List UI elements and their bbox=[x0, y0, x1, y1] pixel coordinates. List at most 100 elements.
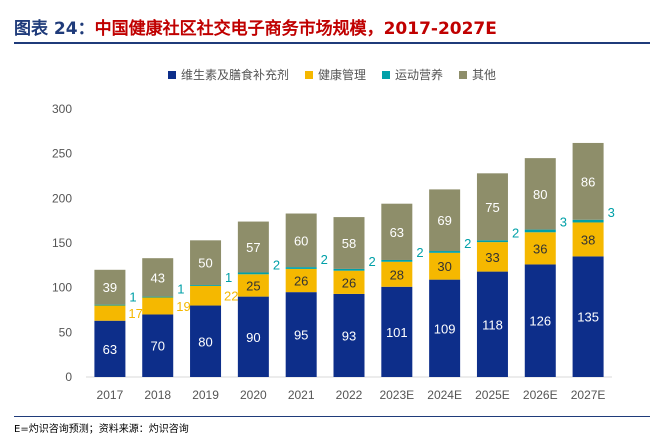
data-label: 69 bbox=[437, 213, 451, 228]
bar-segment bbox=[142, 314, 174, 377]
data-label: 39 bbox=[103, 280, 117, 295]
bar-segment bbox=[476, 271, 508, 377]
bar-segment bbox=[524, 232, 556, 265]
data-label: 63 bbox=[390, 225, 404, 240]
data-label: 86 bbox=[581, 174, 595, 189]
y-tick-label: 50 bbox=[59, 325, 73, 339]
bar-segment bbox=[285, 268, 317, 293]
bar-segment bbox=[429, 279, 461, 377]
y-tick-label: 100 bbox=[52, 281, 72, 295]
data-label: 3 bbox=[608, 205, 615, 220]
x-tick-label: 2026E bbox=[523, 388, 558, 402]
bar-segment bbox=[333, 293, 365, 377]
data-label: 1 bbox=[177, 282, 184, 297]
x-tick-label: 2023E bbox=[379, 388, 414, 402]
bar-segment bbox=[429, 251, 461, 253]
data-label: 25 bbox=[246, 278, 260, 293]
footer-rule bbox=[14, 416, 650, 417]
data-label: 1 bbox=[129, 290, 136, 305]
y-tick-label: 0 bbox=[65, 370, 72, 384]
bar-segment bbox=[285, 213, 317, 268]
title-rule bbox=[14, 42, 650, 44]
bar-segment bbox=[524, 229, 556, 233]
data-label: 60 bbox=[294, 233, 308, 248]
data-label: 3 bbox=[560, 215, 567, 230]
legend-label: 维生素及膳食补充剂 bbox=[180, 68, 289, 82]
legend-label: 健康管理 bbox=[317, 68, 366, 82]
legend-swatch bbox=[304, 70, 313, 79]
data-label: 30 bbox=[437, 259, 451, 274]
bar-segment bbox=[190, 284, 222, 286]
legend-item-0: 维生素及膳食补充剂 bbox=[167, 66, 289, 83]
data-label: 36 bbox=[533, 241, 547, 256]
bar-segment bbox=[333, 270, 365, 294]
bar-segment bbox=[237, 221, 269, 273]
data-label: 2 bbox=[321, 252, 328, 267]
data-label: 38 bbox=[581, 232, 595, 247]
data-label: 2 bbox=[369, 254, 376, 269]
y-tick-label: 300 bbox=[52, 102, 72, 116]
legend-label: 运动营养 bbox=[395, 68, 444, 82]
bar-segment bbox=[237, 272, 269, 275]
bar-segment bbox=[381, 286, 413, 377]
legend-swatch bbox=[382, 70, 390, 79]
data-label: 33 bbox=[485, 250, 499, 265]
bar-segment bbox=[476, 173, 508, 241]
data-label: 22 bbox=[224, 289, 238, 304]
x-tick-label: 2021 bbox=[288, 388, 315, 402]
data-label: 126 bbox=[529, 314, 551, 329]
bar-segment bbox=[381, 259, 413, 262]
bar-segment bbox=[381, 203, 413, 260]
data-label: 93 bbox=[342, 328, 356, 343]
bar-segment bbox=[524, 264, 556, 377]
bar-segment bbox=[429, 252, 461, 280]
bar-segment bbox=[572, 219, 604, 223]
y-tick-label: 250 bbox=[52, 147, 72, 161]
data-label: 43 bbox=[150, 270, 164, 285]
legend-swatch bbox=[459, 70, 468, 79]
data-label: 70 bbox=[150, 339, 164, 354]
data-label: 75 bbox=[485, 200, 499, 215]
data-label: 1 bbox=[225, 270, 232, 285]
x-tick-label: 2025E bbox=[475, 388, 510, 402]
data-label: 95 bbox=[294, 328, 308, 343]
legend-label: 其他 bbox=[472, 68, 497, 82]
x-tick-label: 2024E bbox=[427, 388, 462, 402]
bar-segment bbox=[572, 256, 604, 377]
data-label: 26 bbox=[342, 275, 356, 290]
bar-segment bbox=[333, 217, 365, 269]
legend-item-3: 其他 bbox=[459, 66, 496, 83]
data-label: 17 bbox=[128, 306, 142, 321]
data-label: 50 bbox=[198, 256, 212, 271]
bar-segment bbox=[237, 274, 269, 297]
bar-segment bbox=[190, 305, 222, 377]
x-tick-label: 2018 bbox=[144, 388, 171, 402]
bar-segment bbox=[94, 304, 126, 306]
data-label: 57 bbox=[246, 240, 260, 255]
legend-item-2: 运动营养 bbox=[382, 66, 443, 83]
x-tick-label: 2017 bbox=[97, 388, 124, 402]
bar-segment bbox=[429, 189, 461, 252]
data-label: 2 bbox=[464, 236, 471, 251]
legend-swatch bbox=[167, 70, 176, 79]
data-label: 26 bbox=[294, 274, 308, 289]
data-label: 2 bbox=[273, 257, 280, 272]
data-label: 80 bbox=[533, 187, 547, 202]
data-label: 90 bbox=[246, 330, 260, 345]
data-label: 28 bbox=[390, 267, 404, 282]
bar-segment bbox=[237, 296, 269, 377]
data-label: 109 bbox=[434, 321, 456, 336]
bar-segment bbox=[190, 285, 222, 306]
legend: 维生素及膳食补充剂 健康管理 运动营养 其他 bbox=[0, 66, 664, 83]
bar-segment bbox=[94, 305, 126, 321]
figure-number: 图表 24： bbox=[14, 19, 95, 39]
data-label: 135 bbox=[577, 310, 599, 325]
data-label: 19 bbox=[176, 299, 190, 314]
legend-item-1: 健康管理 bbox=[304, 66, 366, 83]
y-tick-label: 200 bbox=[52, 191, 72, 205]
x-tick-label: 2019 bbox=[192, 388, 219, 402]
bar-segment bbox=[524, 158, 556, 230]
data-label: 63 bbox=[103, 342, 117, 357]
bar-segment bbox=[572, 222, 604, 257]
